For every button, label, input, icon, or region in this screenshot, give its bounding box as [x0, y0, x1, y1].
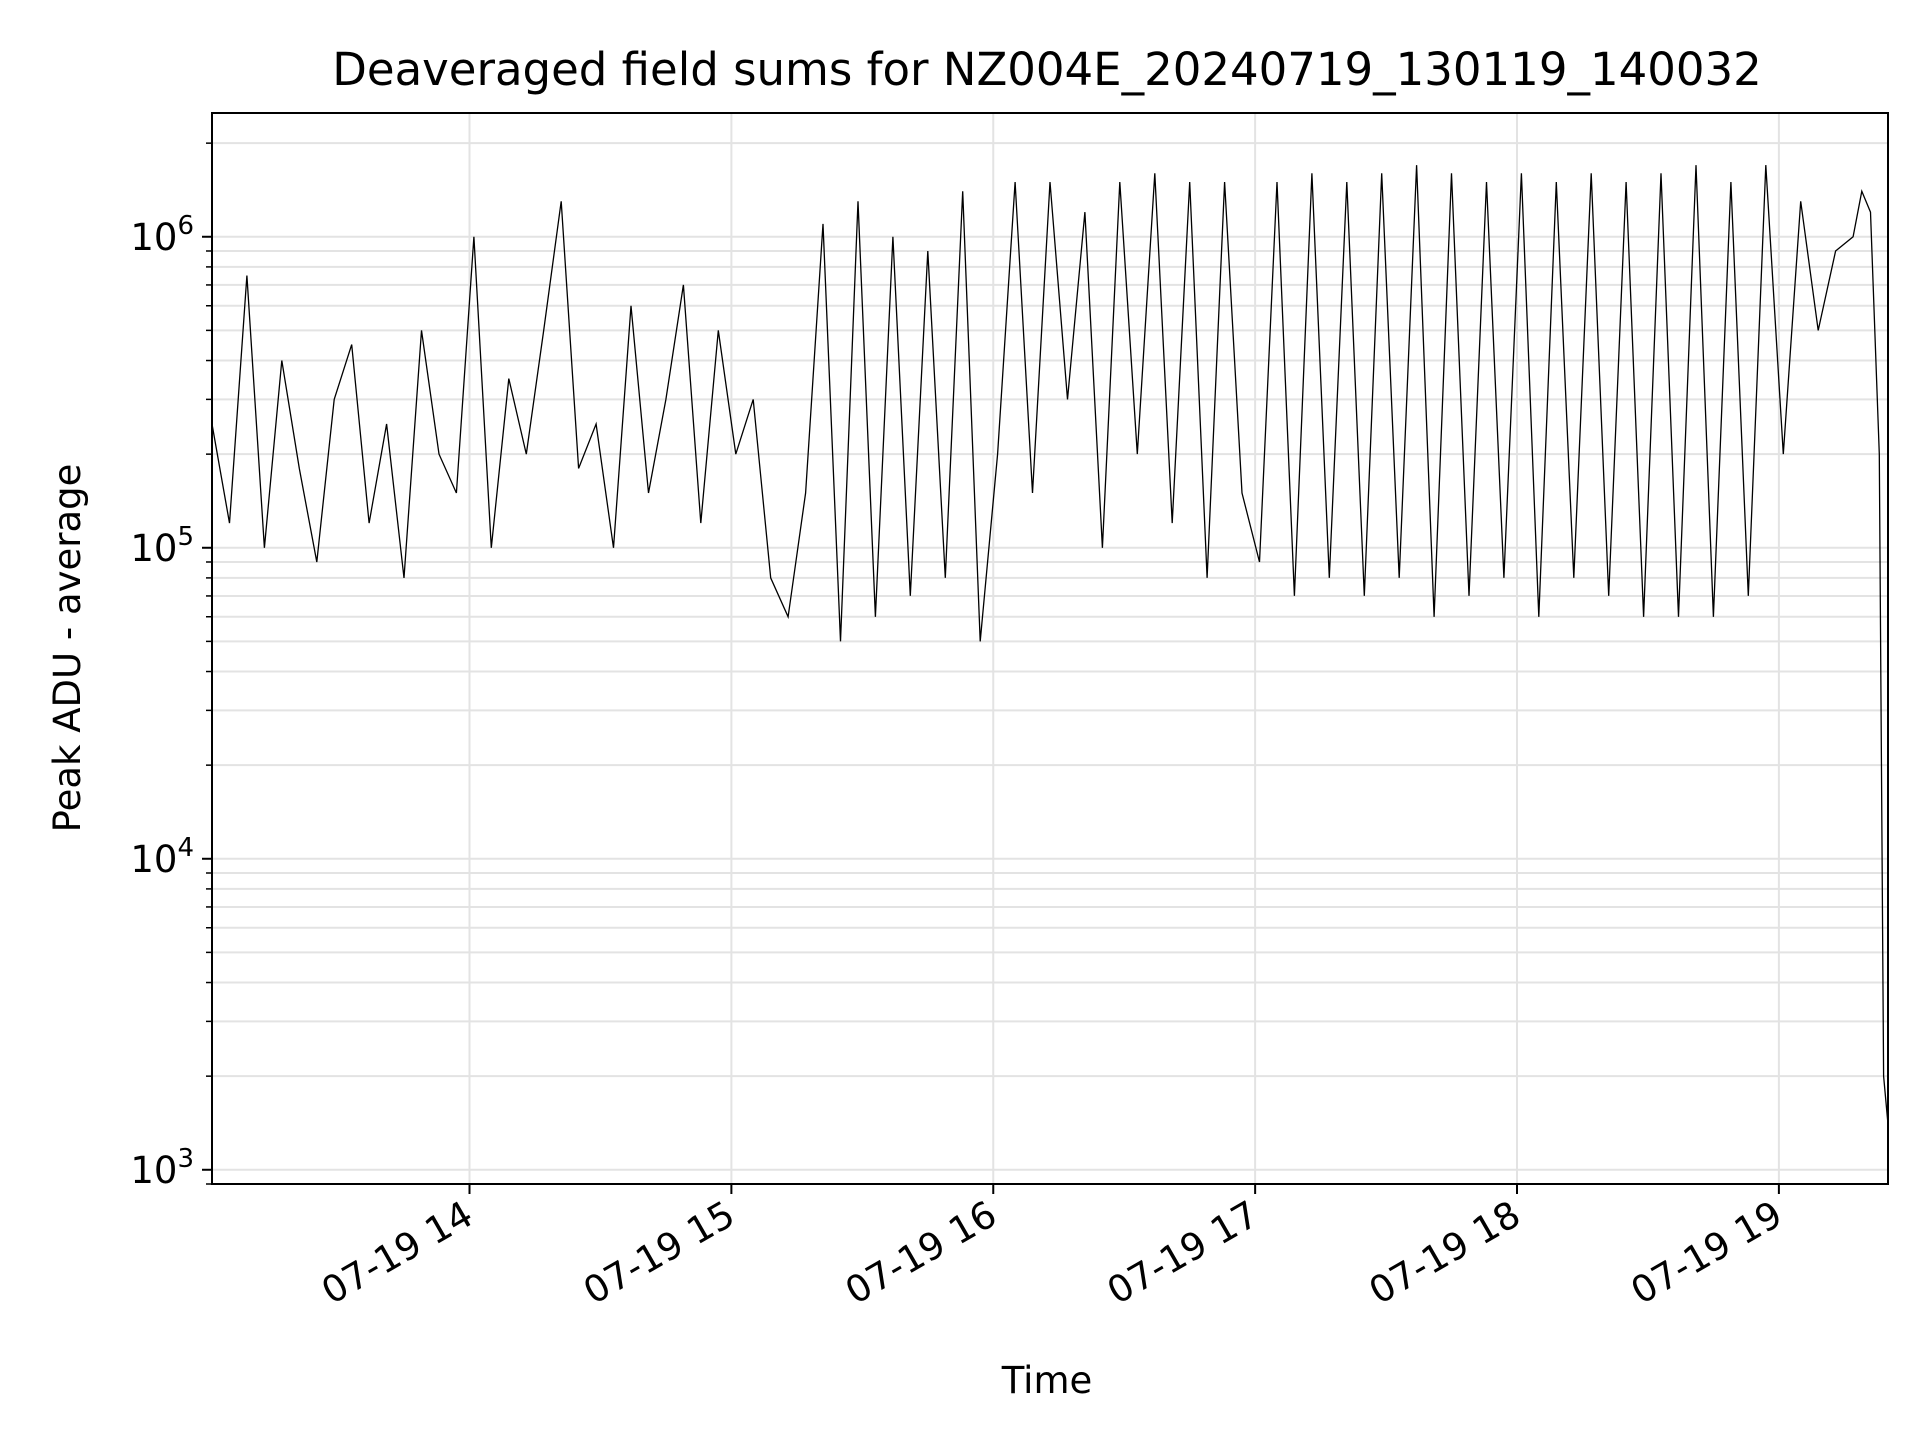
- y-axis-ticks: 103 104 105 106: [130, 142, 212, 1192]
- grid-lines: [212, 113, 1888, 1185]
- series-line: [211, 165, 1889, 1125]
- y-tick-label: 103: [130, 1144, 194, 1192]
- plot-frame: [211, 112, 1889, 1185]
- y-axis-label: Peak ADU - average: [46, 464, 89, 833]
- y-tick-label: 105: [130, 522, 194, 570]
- series-group: [211, 165, 1889, 1125]
- y-tick-label: 106: [130, 211, 194, 259]
- x-axis-label: Time: [1001, 1359, 1093, 1402]
- chart-title: Deaveraged field sums for NZ004E_2024071…: [332, 43, 1761, 96]
- y-tick-label: 104: [130, 833, 194, 881]
